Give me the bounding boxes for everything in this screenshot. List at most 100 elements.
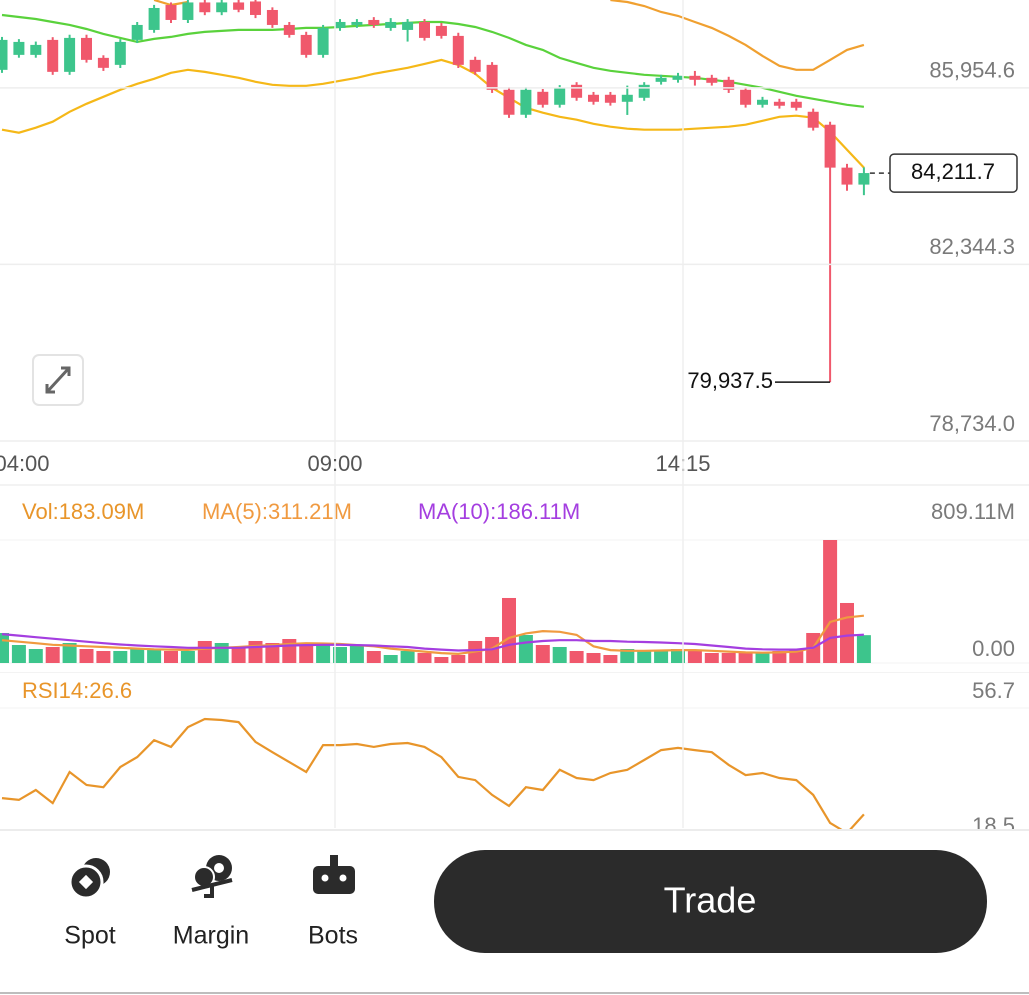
candle-body bbox=[503, 89, 515, 115]
candle-body bbox=[520, 89, 532, 115]
candle-body bbox=[0, 39, 8, 70]
candle-body bbox=[588, 94, 599, 102]
volume-bar bbox=[687, 650, 702, 663]
volume-bar bbox=[164, 650, 178, 663]
volume-bar bbox=[265, 642, 280, 663]
y-tick-label: 78,734.0 bbox=[929, 411, 1015, 436]
low-marker-label: 79,937.5 bbox=[687, 368, 773, 393]
candle-body bbox=[858, 173, 870, 185]
y-tick-label: 0.00 bbox=[972, 636, 1015, 661]
candle-body bbox=[13, 41, 25, 55]
volume-bar bbox=[147, 648, 162, 663]
candle-body bbox=[689, 75, 701, 80]
y-tick-label: 82,344.3 bbox=[929, 234, 1015, 259]
time-label: 04:00 bbox=[0, 451, 50, 476]
candle-body bbox=[317, 27, 329, 55]
trade-button-bg[interactable] bbox=[434, 850, 987, 953]
band-line bbox=[1, 13, 865, 108]
last-price-label: 84,211.7 bbox=[911, 159, 995, 184]
candle-body bbox=[165, 4, 177, 20]
last-price-box bbox=[889, 153, 1018, 193]
candle-body bbox=[283, 24, 295, 35]
candle-body bbox=[435, 25, 447, 36]
volume-bar bbox=[451, 655, 466, 663]
candle-body bbox=[300, 34, 312, 55]
candle-body bbox=[233, 2, 245, 10]
candle-body bbox=[604, 94, 616, 103]
volume-bar bbox=[282, 638, 297, 663]
volume-bar bbox=[856, 635, 871, 663]
candle-body bbox=[351, 21, 363, 25]
nav-bots[interactable]: Bots bbox=[308, 855, 358, 950]
candle-body bbox=[368, 19, 380, 25]
legend-label: MA(5):311.21M bbox=[202, 499, 352, 524]
candle-body bbox=[81, 37, 92, 60]
volume-ma-line bbox=[1, 614, 865, 656]
volume-bar bbox=[383, 655, 398, 663]
volume-bar bbox=[79, 648, 94, 663]
band-line bbox=[1, 58, 865, 169]
margin-icon bbox=[191, 878, 233, 898]
bots-icon bbox=[321, 874, 329, 882]
candle-body bbox=[740, 89, 752, 105]
nav-label[interactable]: Margin bbox=[173, 922, 249, 950]
candle-body bbox=[807, 111, 819, 128]
volume-bar bbox=[180, 650, 195, 663]
nav-label[interactable]: Spot bbox=[64, 922, 115, 950]
volume-bar bbox=[0, 632, 9, 663]
candle-body bbox=[182, 2, 194, 20]
candle-body bbox=[486, 64, 498, 90]
volume-bar bbox=[316, 645, 331, 663]
candle-body bbox=[64, 37, 76, 72]
volume-bar bbox=[502, 597, 516, 663]
volume-bar bbox=[113, 650, 128, 663]
trade-button[interactable]: Trade bbox=[434, 850, 987, 953]
volume-bar bbox=[434, 656, 449, 663]
volume-bar bbox=[654, 650, 669, 663]
nav-spot[interactable]: Spot bbox=[64, 858, 116, 950]
candle-body bbox=[385, 21, 397, 28]
volume-bar bbox=[738, 652, 753, 663]
legend-label: MA(10):186.11M bbox=[418, 499, 580, 524]
rsi-panel: 56.7 18.5 RSI14:26.6 bbox=[0, 672, 1029, 830]
volume-bar bbox=[299, 642, 314, 663]
nav-margin[interactable]: Margin bbox=[173, 855, 249, 950]
candle-body bbox=[469, 59, 481, 72]
volume-bar bbox=[366, 650, 381, 663]
volume-bar bbox=[620, 648, 635, 663]
volume-bar bbox=[671, 648, 685, 663]
expand-button[interactable] bbox=[32, 354, 84, 406]
candle-body bbox=[773, 101, 785, 106]
candle-body bbox=[638, 84, 650, 98]
volume-bar bbox=[755, 652, 770, 663]
volume-ma-line bbox=[1, 633, 864, 652]
candle-body bbox=[30, 44, 42, 55]
nav-label[interactable]: Bots bbox=[308, 922, 358, 950]
volume-bar bbox=[772, 650, 787, 663]
bots-icon bbox=[313, 866, 355, 894]
bots-icon bbox=[330, 855, 338, 866]
trade-button-label[interactable]: Trade bbox=[664, 880, 757, 921]
candle-body bbox=[266, 9, 278, 25]
volume-bar bbox=[130, 648, 145, 663]
volume-bar bbox=[417, 652, 432, 663]
volume-bar bbox=[214, 642, 229, 663]
rsi-line bbox=[1, 717, 865, 830]
volume-bar bbox=[197, 640, 212, 663]
legend-label: RSI14:26.6 bbox=[22, 678, 132, 703]
candle-body bbox=[537, 91, 549, 105]
candle-body bbox=[723, 79, 735, 90]
bots-icon bbox=[339, 874, 347, 882]
candle-body bbox=[402, 21, 414, 30]
y-tick-label: 85,954.6 bbox=[929, 58, 1015, 83]
candle-body bbox=[757, 99, 768, 105]
candle-body bbox=[334, 21, 346, 28]
volume-bar bbox=[349, 645, 364, 663]
volume-bar bbox=[96, 650, 111, 663]
candle-body bbox=[216, 2, 228, 13]
spot-icon bbox=[78, 874, 94, 890]
candle-body bbox=[655, 77, 667, 82]
price-panel: 84,211.7 79,937.5 bbox=[0, 0, 1018, 393]
volume-bar bbox=[552, 646, 567, 663]
